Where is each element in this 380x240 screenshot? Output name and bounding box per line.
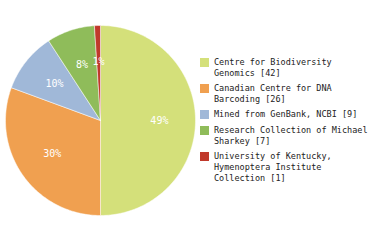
html-text:Centre for Biodiversity Genomi: Centre for Biodiversity Genomics [42]	[214, 56, 332, 78]
svg-text:1%: 1%	[93, 56, 105, 67]
html-text:University of Kentucky, Hymeno: University of Kentucky, Hymenoptera Inst…	[214, 151, 332, 183]
svg-text:30%: 30%	[43, 148, 61, 159]
html-text:Research Collection of Michael: Research Collection of Michael Sharkey […	[214, 125, 368, 146]
svg-text:49%: 49%	[150, 115, 168, 126]
html-text:Canadian Centre for DNA Barcod: Canadian Centre for DNA Barcoding [26]	[214, 83, 332, 104]
svg-text:8%: 8%	[76, 59, 88, 70]
html-text:Mined from GenBank, NCBI [9]: Mined from GenBank, NCBI [9]	[214, 109, 358, 120]
svg-text:10%: 10%	[45, 78, 63, 89]
